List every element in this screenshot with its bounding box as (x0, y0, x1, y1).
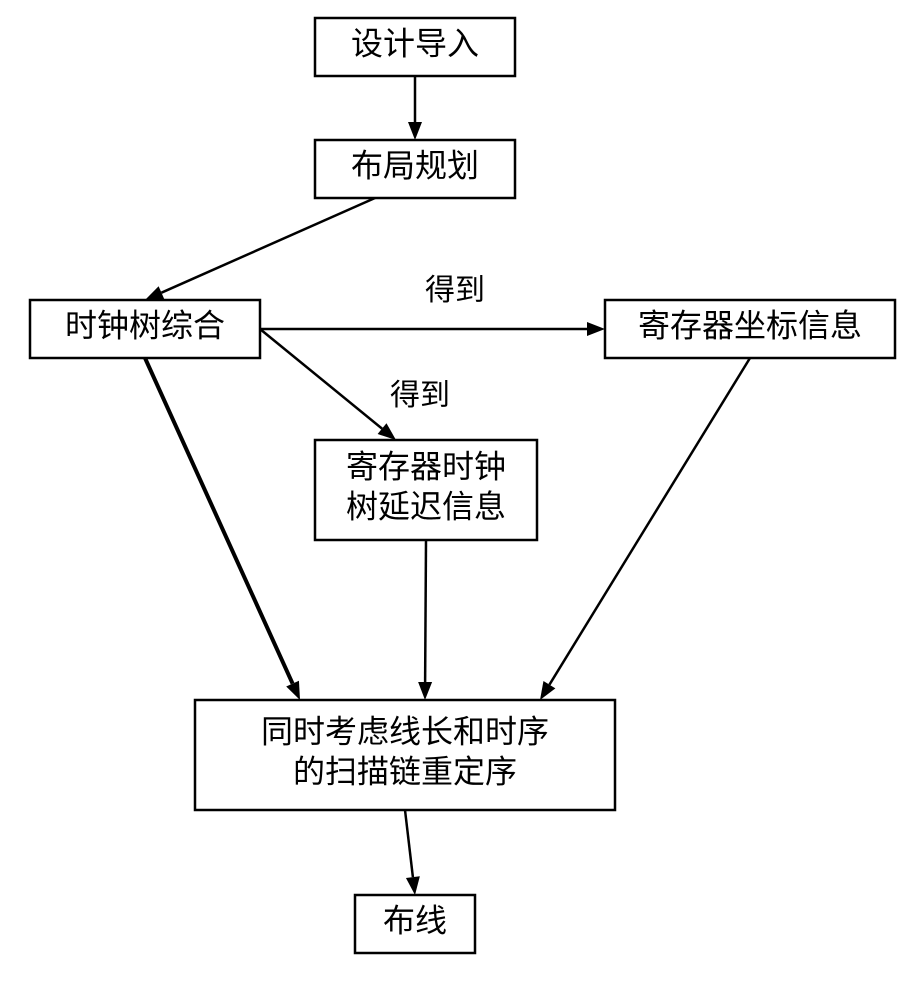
node-label: 同时考虑线长和时序 (261, 713, 549, 749)
edge (540, 358, 750, 700)
flow-node-n6: 同时考虑线长和时序的扫描链重定序 (195, 700, 615, 810)
flow-node-n4: 寄存器坐标信息 (605, 300, 895, 358)
edge: 得到 (260, 274, 605, 336)
node-label: 树延迟信息 (346, 488, 506, 524)
edge (408, 76, 422, 140)
edge (405, 810, 420, 895)
edge (145, 358, 300, 700)
edge: 得到 (260, 329, 450, 440)
node-label: 的扫描链重定序 (293, 753, 517, 789)
edge (145, 198, 375, 300)
edge-label: 得到 (425, 274, 485, 307)
node-label: 设计导入 (351, 25, 479, 61)
node-label: 时钟树综合 (65, 307, 225, 343)
node-label: 寄存器时钟 (346, 448, 506, 484)
edge-label: 得到 (390, 379, 450, 412)
flow-node-n2: 布局规划 (315, 140, 515, 198)
flow-node-n1: 设计导入 (315, 18, 515, 76)
flow-node-n7: 布线 (355, 895, 475, 953)
node-label: 布局规划 (351, 147, 479, 183)
node-label: 寄存器坐标信息 (638, 307, 862, 343)
nodes-group: 设计导入布局规划时钟树综合 寄存器坐标信息寄存器时钟树延迟信息同时考虑线长和时序的… (30, 18, 895, 953)
flow-node-n5: 寄存器时钟树延迟信息 (315, 440, 537, 540)
flowchart-diagram: 得到得到设计导入布局规划时钟树综合寄存器坐标信息寄存器时钟树延迟信息同时考虑线长… (0, 0, 924, 1000)
flow-node-n3: 时钟树综合 (30, 300, 260, 358)
node-label: 布线 (383, 902, 447, 938)
edge (418, 540, 432, 700)
